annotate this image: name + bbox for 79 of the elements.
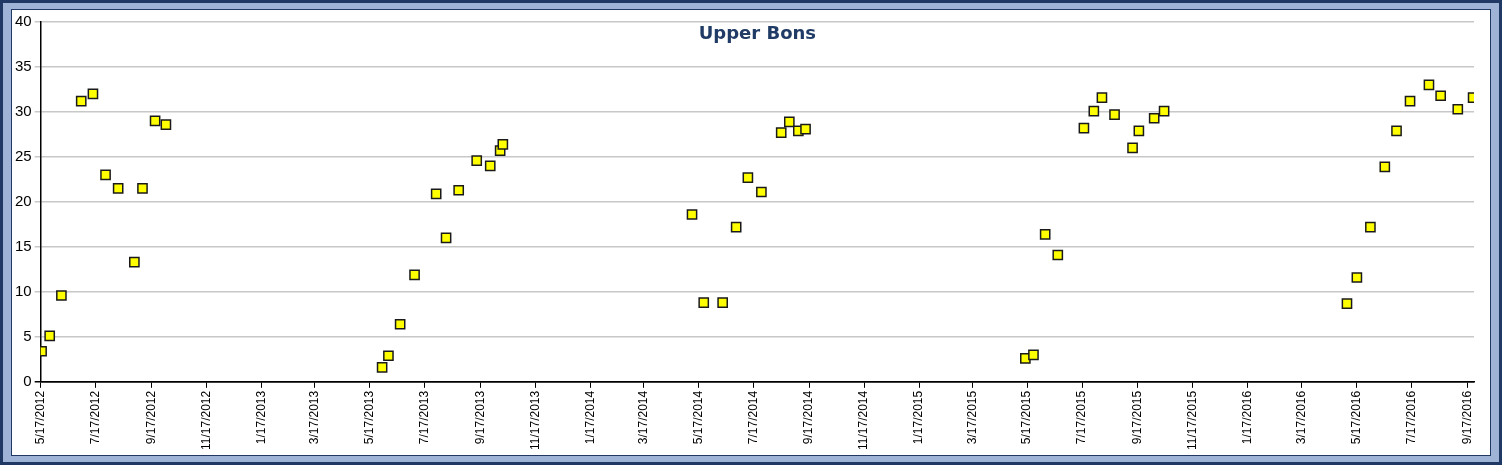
x-tick-label: 5/17/2013 xyxy=(361,390,376,445)
point xyxy=(742,172,754,183)
chart-title: Upper Bons xyxy=(698,21,817,43)
x-tick-label: 7/17/2015 xyxy=(1074,390,1089,445)
point xyxy=(1391,125,1402,137)
point xyxy=(1028,349,1039,361)
point xyxy=(730,221,742,233)
point xyxy=(137,183,148,194)
x-tick-label: 5/17/2015 xyxy=(1019,390,1034,445)
point xyxy=(376,362,388,373)
x-tick-label: 9/17/2014 xyxy=(801,390,816,445)
y-tick-label: 10 xyxy=(15,282,32,300)
x-tick-label: 3/17/2016 xyxy=(1294,390,1309,445)
point xyxy=(800,123,811,135)
y-tick-label: 35 xyxy=(15,57,32,75)
point xyxy=(1435,90,1447,102)
point xyxy=(44,330,56,342)
point xyxy=(775,127,787,138)
x-tick-label: 1/17/2014 xyxy=(582,390,597,445)
x-tick-label: 9/17/2016 xyxy=(1460,390,1475,445)
point xyxy=(1109,109,1120,120)
x-tick-label: 11/17/2015 xyxy=(1185,390,1200,450)
x-tick-label: 5/17/2016 xyxy=(1349,390,1364,445)
point xyxy=(75,95,87,107)
x-tick-label: 5/17/2012 xyxy=(33,390,47,445)
point xyxy=(1379,161,1391,173)
x-tick-label: 1/17/2015 xyxy=(911,390,926,445)
x-tick-label: 7/17/2014 xyxy=(745,390,760,445)
point xyxy=(1096,92,1108,103)
x-tick-label: 11/17/2012 xyxy=(198,390,213,450)
point xyxy=(409,269,420,281)
y-tick-label: 25 xyxy=(15,147,32,165)
x-tick-label: 7/17/2012 xyxy=(87,390,102,445)
point xyxy=(160,119,172,130)
point xyxy=(430,188,442,200)
x-tick-label: 7/17/2013 xyxy=(416,390,431,445)
point xyxy=(56,290,67,301)
point xyxy=(1341,298,1353,309)
point xyxy=(484,160,496,172)
x-tick-label: 5/17/2014 xyxy=(690,390,705,445)
point xyxy=(471,155,483,166)
x-tick-label: 1/17/2016 xyxy=(1240,390,1255,445)
point xyxy=(1351,272,1363,283)
point xyxy=(686,209,698,220)
y-tick-label: 5 xyxy=(23,326,32,344)
point xyxy=(1088,105,1100,117)
point xyxy=(1365,221,1376,233)
x-tick-label: 3/17/2013 xyxy=(306,390,321,445)
x-tick-label: 3/17/2014 xyxy=(635,390,650,445)
y-tick-label: 0 xyxy=(23,371,32,389)
point xyxy=(756,186,767,198)
point xyxy=(1039,228,1051,240)
point xyxy=(497,139,509,150)
point xyxy=(100,169,111,181)
x-tick-label: 1/17/2013 xyxy=(253,390,268,445)
x-tick-label: 7/17/2016 xyxy=(1404,390,1419,445)
point xyxy=(1127,142,1138,154)
point xyxy=(383,350,394,362)
point xyxy=(717,297,728,309)
x-tick-label: 3/17/2015 xyxy=(964,390,979,445)
point xyxy=(1052,249,1064,261)
x-tick-label: 9/17/2012 xyxy=(143,390,158,445)
point xyxy=(1452,103,1464,115)
point xyxy=(394,318,406,330)
x-tick-label: 9/17/2013 xyxy=(472,390,487,445)
point xyxy=(453,184,465,196)
y-tick-label: 20 xyxy=(15,192,32,210)
point xyxy=(129,256,140,268)
y-tick-label: 30 xyxy=(15,102,32,120)
point xyxy=(1148,112,1160,124)
y-tick-label: 15 xyxy=(15,237,32,255)
point xyxy=(1404,95,1416,107)
point xyxy=(112,183,124,194)
y-tick-label: 40 xyxy=(15,12,32,30)
x-tick-label: 11/17/2014 xyxy=(856,390,871,450)
point xyxy=(698,297,710,309)
x-tick-label: 11/17/2013 xyxy=(527,390,542,450)
point xyxy=(783,116,795,128)
x-tick-label: 9/17/2015 xyxy=(1130,390,1145,445)
